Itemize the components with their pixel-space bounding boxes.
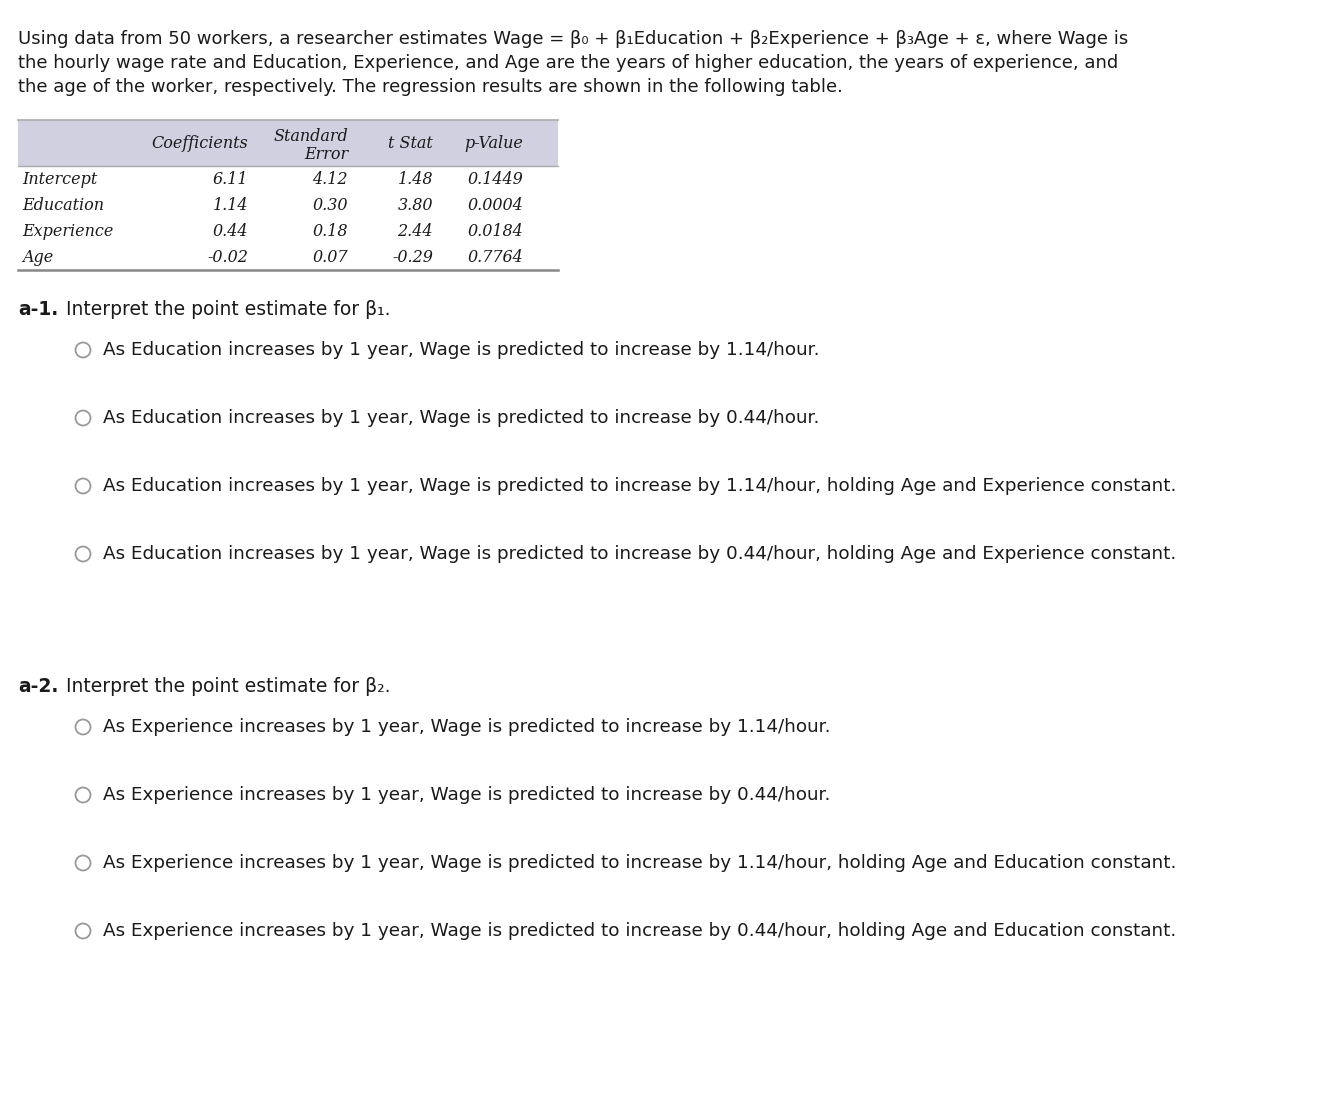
FancyBboxPatch shape	[17, 119, 558, 165]
Text: As Experience increases by 1 year, Wage is predicted to increase by 0.44/hour.: As Experience increases by 1 year, Wage …	[103, 786, 830, 804]
Text: 0.0184: 0.0184	[467, 222, 523, 240]
Text: Education: Education	[21, 196, 104, 214]
Text: As Experience increases by 1 year, Wage is predicted to increase by 0.44/hour, h: As Experience increases by 1 year, Wage …	[103, 922, 1177, 940]
Text: As Education increases by 1 year, Wage is predicted to increase by 0.44/hour.: As Education increases by 1 year, Wage i…	[103, 409, 819, 427]
Text: 0.18: 0.18	[312, 222, 348, 240]
Text: Using data from 50 workers, a researcher estimates Wage = β₀ + β₁Education + β₂E: Using data from 50 workers, a researcher…	[17, 30, 1129, 48]
Text: Interpret the point estimate for β₂.: Interpret the point estimate for β₂.	[60, 677, 391, 696]
Text: 2.44: 2.44	[398, 222, 434, 240]
Text: -0.02: -0.02	[207, 249, 248, 265]
Text: the hourly wage rate and Education, Experience, and Age are the years of higher : the hourly wage rate and Education, Expe…	[17, 54, 1118, 72]
Text: 0.0004: 0.0004	[467, 196, 523, 214]
Text: Standard: Standard	[273, 128, 348, 145]
Text: 1.14: 1.14	[212, 196, 248, 214]
Text: a-1.: a-1.	[17, 300, 59, 319]
Text: 6.11: 6.11	[212, 171, 248, 187]
Text: the age of the worker, respectively. The regression results are shown in the fol: the age of the worker, respectively. The…	[17, 78, 843, 96]
Text: 4.12: 4.12	[312, 171, 348, 187]
Text: As Experience increases by 1 year, Wage is predicted to increase by 1.14/hour.: As Experience increases by 1 year, Wage …	[103, 718, 831, 737]
Text: 0.30: 0.30	[312, 196, 348, 214]
Text: -0.29: -0.29	[392, 249, 434, 265]
Text: As Experience increases by 1 year, Wage is predicted to increase by 1.14/hour, h: As Experience increases by 1 year, Wage …	[103, 854, 1177, 872]
Text: a-2.: a-2.	[17, 677, 59, 696]
Text: Experience: Experience	[21, 222, 113, 240]
Text: 0.07: 0.07	[312, 249, 348, 265]
Text: Error: Error	[304, 146, 348, 163]
Text: Age: Age	[21, 249, 53, 265]
Text: Interpret the point estimate for β₁.: Interpret the point estimate for β₁.	[60, 300, 391, 319]
Text: As Education increases by 1 year, Wage is predicted to increase by 0.44/hour, ho: As Education increases by 1 year, Wage i…	[103, 545, 1177, 563]
Text: 0.7764: 0.7764	[467, 249, 523, 265]
Text: Coefficients: Coefficients	[151, 135, 248, 151]
Text: 0.1449: 0.1449	[467, 171, 523, 187]
Text: As Education increases by 1 year, Wage is predicted to increase by 1.14/hour.: As Education increases by 1 year, Wage i…	[103, 341, 819, 359]
Text: p-Value: p-Value	[464, 135, 523, 151]
Text: Intercept: Intercept	[21, 171, 97, 187]
Text: 0.44: 0.44	[212, 222, 248, 240]
Text: 1.48: 1.48	[398, 171, 434, 187]
Text: t Stat: t Stat	[388, 135, 434, 151]
Text: As Education increases by 1 year, Wage is predicted to increase by 1.14/hour, ho: As Education increases by 1 year, Wage i…	[103, 477, 1177, 495]
Text: 3.80: 3.80	[398, 196, 434, 214]
